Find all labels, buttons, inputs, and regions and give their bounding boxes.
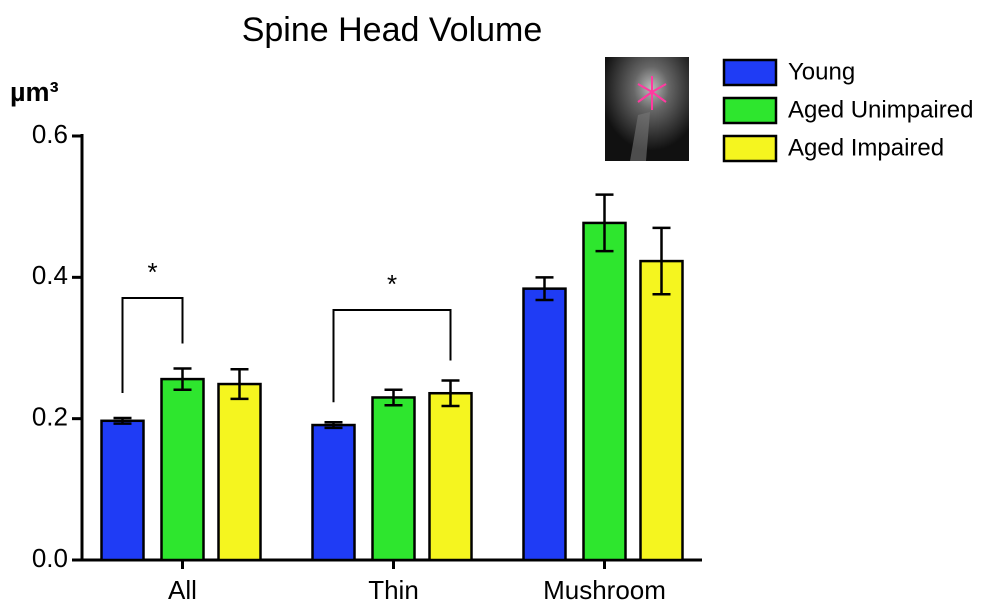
significance-label: * [147, 257, 157, 287]
chart-title: Spine Head Volume [242, 11, 543, 49]
x-tick-label: Mushroom [543, 575, 666, 605]
legend-swatch [724, 60, 776, 85]
x-tick-label: Thin [368, 575, 419, 605]
legend-swatch [724, 98, 776, 123]
y-tick-label: 0.0 [32, 543, 68, 573]
bar [524, 289, 566, 560]
bar [102, 421, 144, 560]
y-axis-label: µm³ [10, 77, 59, 107]
inset-image [605, 57, 689, 161]
bar [219, 384, 261, 560]
y-tick-label: 0.4 [32, 260, 68, 290]
bar [584, 223, 626, 560]
y-tick-label: 0.2 [32, 402, 68, 432]
bar [373, 397, 415, 560]
x-tick-label: All [168, 575, 197, 605]
legend-label: Young [788, 58, 855, 85]
significance-label: * [387, 269, 397, 299]
bar [641, 261, 683, 560]
bar [313, 425, 355, 560]
chart: Spine Head Volume µm³ 0.0 0.2 0.4 0.6 All Thi… [0, 0, 1001, 608]
bar [162, 379, 204, 560]
significance-bracket [334, 310, 451, 402]
bar [430, 393, 472, 560]
legend-label: Aged Unimpaired [788, 96, 973, 123]
legend-label: Aged Impaired [788, 134, 944, 161]
y-tick-label: 0.6 [32, 119, 68, 149]
legend-swatch [724, 136, 776, 161]
